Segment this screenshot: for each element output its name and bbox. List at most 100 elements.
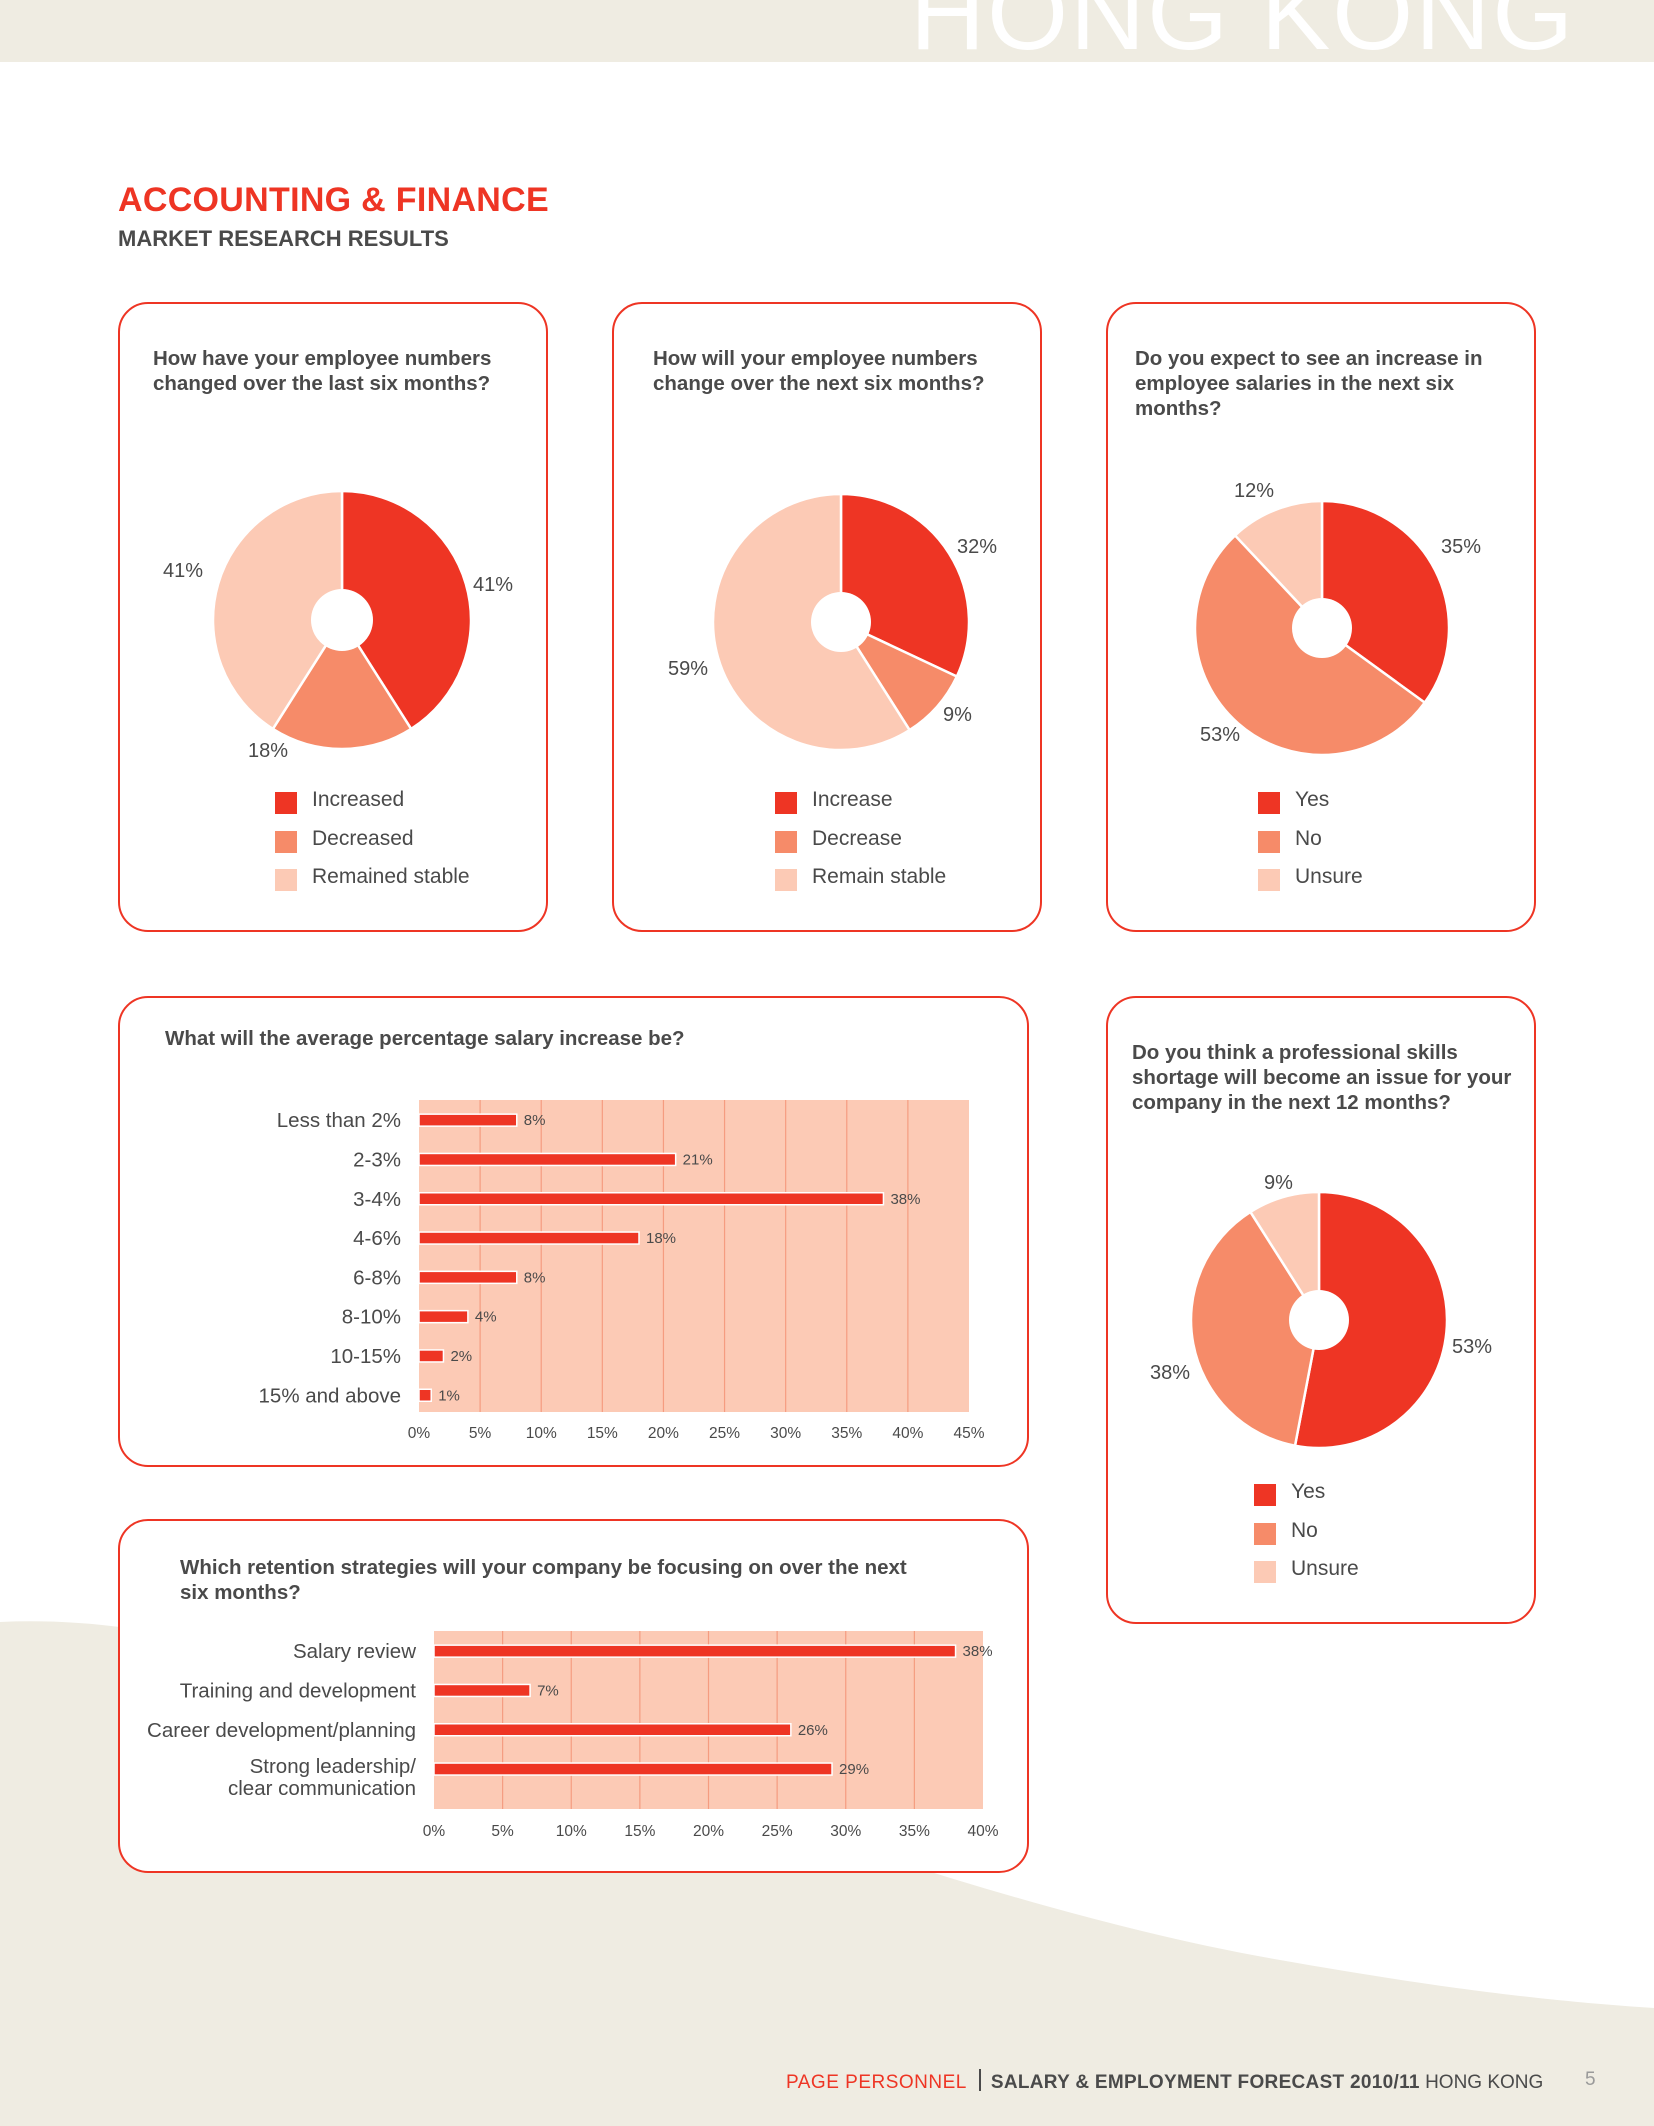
bar-data-label: 4% bbox=[475, 1309, 497, 1326]
legend-label: Remained stable bbox=[312, 865, 470, 888]
category-label: Strong leadership/ bbox=[250, 1755, 417, 1778]
legend-label: Yes bbox=[1291, 1480, 1326, 1503]
bar-data-label: 21% bbox=[683, 1151, 713, 1168]
pie-chart bbox=[711, 492, 971, 752]
data-label: 38% bbox=[1150, 1362, 1191, 1384]
data-label: 53% bbox=[1452, 1336, 1493, 1358]
x-tick-label: 15% bbox=[624, 1823, 655, 1840]
legend-swatch bbox=[1254, 1522, 1276, 1545]
panel-salary-increase-expectation: Do you expect to see an increase in empl… bbox=[1106, 302, 1536, 932]
bar bbox=[418, 1388, 432, 1402]
pie-slice-increase bbox=[839, 492, 971, 679]
data-label: 53% bbox=[1200, 724, 1241, 746]
question-title: Which retention strategies will your com… bbox=[180, 1556, 907, 1604]
footer-divider bbox=[978, 2069, 981, 2091]
legend-swatch bbox=[1254, 1561, 1276, 1583]
panel-average-salary-increase: What will the average percentage salary … bbox=[118, 996, 1029, 1467]
x-tick-label: 0% bbox=[423, 1823, 446, 1840]
pie-slice-unsure bbox=[1248, 1190, 1321, 1325]
bar bbox=[418, 1270, 518, 1285]
page-footer: PAGE PERSONNEL SALARY & EMPLOYMENT FORECA… bbox=[786, 2069, 1543, 2094]
pie-center-hole bbox=[811, 592, 871, 652]
category-label: Less than 2% bbox=[277, 1109, 401, 1132]
data-label: 41% bbox=[473, 574, 514, 596]
data-label: 41% bbox=[163, 560, 204, 582]
legend-label: Unsure bbox=[1295, 865, 1363, 888]
legend-label: Yes bbox=[1295, 788, 1330, 811]
x-tick-label: 45% bbox=[953, 1425, 984, 1442]
legend-label: Unsure bbox=[1291, 1557, 1359, 1580]
legend-swatch bbox=[1258, 830, 1280, 853]
bar bbox=[418, 1192, 885, 1206]
x-tick-label: 0% bbox=[408, 1425, 431, 1442]
page-number: 5 bbox=[1585, 2069, 1596, 2090]
question-title: Do you expect to see an increase in empl… bbox=[1135, 347, 1483, 420]
x-tick-label: 40% bbox=[967, 1823, 998, 1840]
legend-label: No bbox=[1295, 826, 1322, 850]
bar-data-label: 8% bbox=[524, 1269, 546, 1286]
bar-data-label: 38% bbox=[890, 1191, 920, 1208]
pie-slice-unsure bbox=[1233, 499, 1324, 632]
category-label: 10-15% bbox=[330, 1345, 401, 1368]
x-tick-label: 10% bbox=[526, 1425, 557, 1442]
x-tick-label: 5% bbox=[469, 1425, 492, 1442]
bar-data-label: 29% bbox=[839, 1761, 869, 1778]
footer-publication: SALARY & EMPLOYMENT FORECAST 2010/11 bbox=[990, 2072, 1420, 2093]
legend-swatch bbox=[775, 830, 797, 853]
bar-data-label: 8% bbox=[524, 1112, 546, 1129]
bar-data-label: 18% bbox=[646, 1230, 676, 1247]
legend-swatch bbox=[1254, 1484, 1276, 1506]
data-label: 18% bbox=[248, 740, 289, 762]
question-title: What will the average percentage salary … bbox=[165, 1027, 685, 1050]
x-tick-label: 10% bbox=[556, 1823, 587, 1840]
category-label: 3-4% bbox=[353, 1188, 401, 1211]
x-tick-label: 35% bbox=[831, 1425, 862, 1442]
pie-center-hole bbox=[1289, 1290, 1349, 1350]
bar-data-label: 38% bbox=[963, 1643, 993, 1660]
bar bbox=[418, 1309, 469, 1324]
category-label: Training and development bbox=[180, 1679, 417, 1702]
x-tick-label: 25% bbox=[762, 1823, 793, 1840]
legend-label: Increase bbox=[812, 788, 893, 811]
x-tick-label: 20% bbox=[693, 1823, 724, 1840]
pie-center-hole bbox=[1292, 598, 1352, 658]
x-tick-label: 25% bbox=[709, 1425, 740, 1442]
legend-swatch bbox=[275, 792, 297, 814]
data-label: 59% bbox=[668, 658, 709, 680]
banner-region-text: HONG KONG bbox=[910, 0, 1576, 72]
pie-center-hole bbox=[311, 589, 373, 651]
legend-label: Remain stable bbox=[812, 865, 947, 888]
bar bbox=[433, 1762, 833, 1776]
legend-swatch bbox=[775, 792, 797, 814]
x-tick-label: 20% bbox=[648, 1425, 679, 1442]
data-label: 12% bbox=[1234, 480, 1275, 502]
panel-skills-shortage: Do you think a professional skills short… bbox=[1106, 996, 1536, 1624]
category-label: clear communication bbox=[228, 1777, 416, 1800]
pie-chart bbox=[211, 489, 473, 751]
legend-label: Decreased bbox=[312, 826, 414, 850]
x-tick-label: 15% bbox=[587, 1425, 618, 1442]
panel-retention-strategies: Which retention strategies will your com… bbox=[118, 1519, 1029, 1873]
bar-data-label: 2% bbox=[450, 1348, 472, 1365]
data-label: 32% bbox=[957, 536, 998, 558]
data-label: 35% bbox=[1441, 536, 1482, 558]
pie-chart bbox=[1193, 499, 1451, 757]
x-tick-label: 40% bbox=[892, 1425, 923, 1442]
category-label: 6-8% bbox=[353, 1266, 401, 1289]
footer-region: HONG KONG bbox=[1425, 2072, 1544, 2093]
category-label: 8-10% bbox=[342, 1306, 401, 1329]
category-label: Salary review bbox=[293, 1640, 416, 1663]
plot-area bbox=[419, 1100, 969, 1412]
category-label: 4-6% bbox=[353, 1227, 401, 1250]
bar bbox=[433, 1723, 792, 1737]
section-title: ACCOUNTING & FINANCE bbox=[118, 181, 549, 219]
bar bbox=[433, 1683, 531, 1698]
legend-label: No bbox=[1291, 1518, 1318, 1542]
bar-data-label: 1% bbox=[438, 1387, 460, 1404]
pie-chart bbox=[1189, 1190, 1449, 1450]
data-label: 9% bbox=[1264, 1172, 1293, 1194]
legend-swatch bbox=[1258, 869, 1280, 891]
bar bbox=[433, 1644, 957, 1658]
bar bbox=[418, 1152, 677, 1167]
bar bbox=[418, 1113, 518, 1127]
